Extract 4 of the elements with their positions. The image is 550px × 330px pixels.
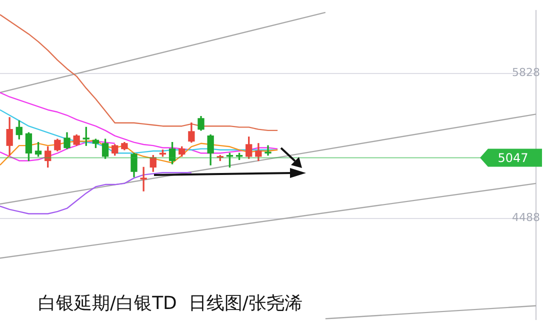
ref-line-label: 5047 (498, 150, 528, 165)
y-tick-label: 4488 (512, 211, 540, 224)
text: 白银延期/白银TD 日线图/张尧浠 (38, 292, 302, 315)
y-tick-label: 5828 (512, 66, 540, 80)
